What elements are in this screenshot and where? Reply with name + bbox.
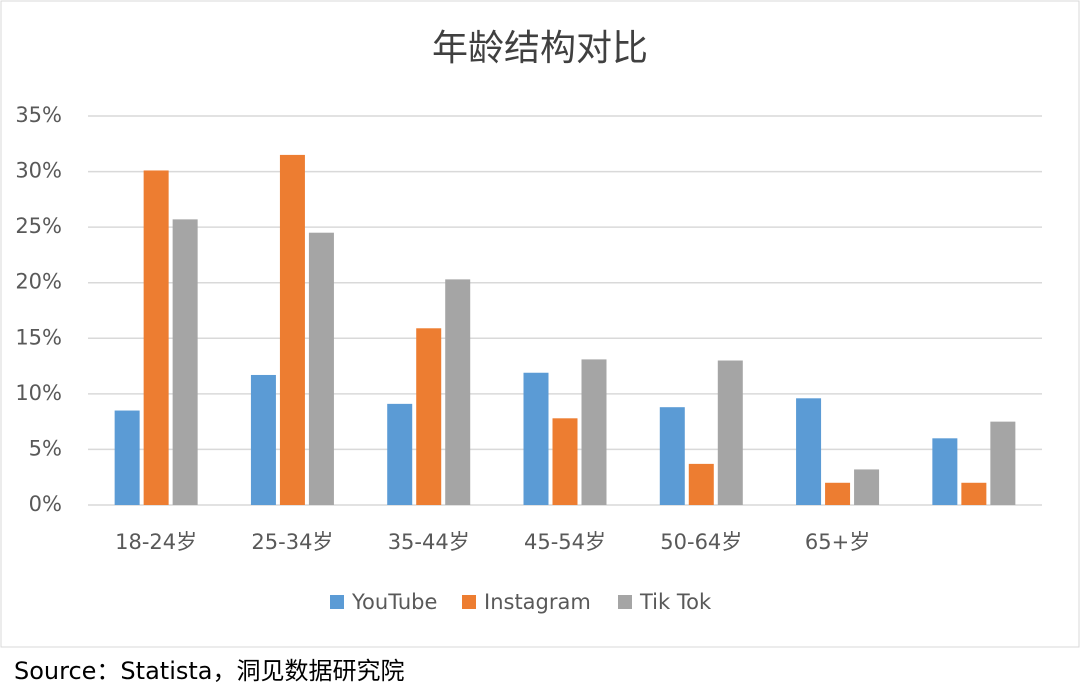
bar <box>279 154 305 505</box>
bar <box>445 279 471 505</box>
legend-label: YouTube <box>351 590 437 614</box>
bar <box>172 219 198 505</box>
x-tick-label: 50-64岁 <box>660 530 742 554</box>
legend-label: Instagram <box>484 590 591 614</box>
source-note: Source：Statista，洞见数据研究院 <box>14 657 404 685</box>
y-tick-label: 25% <box>15 214 62 238</box>
y-tick-label: 15% <box>15 325 62 349</box>
bar <box>114 410 140 505</box>
bar <box>932 438 958 505</box>
bar <box>552 418 578 505</box>
bar <box>416 328 442 505</box>
x-tick-label: 25-34岁 <box>251 530 333 554</box>
bar <box>990 421 1016 505</box>
x-tick-label: 45-54岁 <box>524 530 606 554</box>
y-tick-label: 35% <box>15 103 62 127</box>
legend-swatch <box>330 595 344 609</box>
bar <box>796 398 822 505</box>
bar <box>250 374 276 505</box>
bar <box>387 403 413 505</box>
bar <box>523 372 549 505</box>
x-tick-label: 18-24岁 <box>115 530 197 554</box>
legend-label: Tik Tok <box>639 590 712 614</box>
y-tick-label: 20% <box>15 270 62 294</box>
legend-swatch <box>618 595 632 609</box>
bar <box>688 463 714 505</box>
bar <box>581 359 607 505</box>
x-tick-label: 65+岁 <box>805 530 870 554</box>
chart-title: 年龄结构对比 <box>432 28 648 69</box>
bar <box>825 482 851 505</box>
bar <box>854 469 880 505</box>
x-tick-label: 35-44岁 <box>388 530 470 554</box>
bar <box>717 360 743 505</box>
y-tick-label: 10% <box>15 381 62 405</box>
bar <box>961 482 987 505</box>
bar <box>659 407 685 505</box>
y-tick-label: 30% <box>15 159 62 183</box>
bar <box>308 232 334 505</box>
y-tick-label: 5% <box>29 436 62 460</box>
y-tick-label: 0% <box>29 492 62 516</box>
bar <box>143 170 169 505</box>
legend-swatch <box>462 595 476 609</box>
